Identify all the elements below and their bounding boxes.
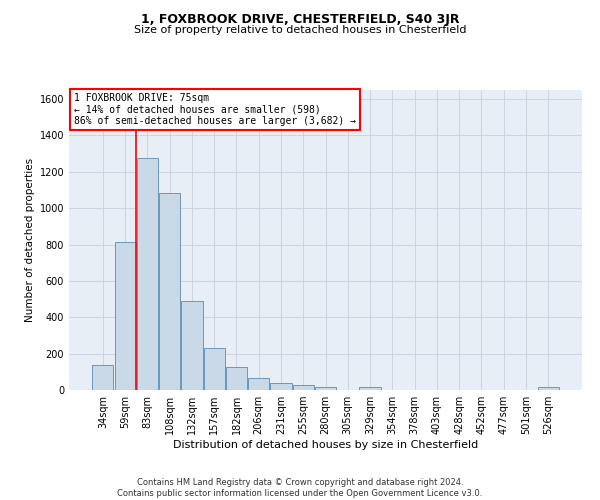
Text: Size of property relative to detached houses in Chesterfield: Size of property relative to detached ho…	[134, 25, 466, 35]
Text: 1, FOXBROOK DRIVE, CHESTERFIELD, S40 3JR: 1, FOXBROOK DRIVE, CHESTERFIELD, S40 3JR	[141, 12, 459, 26]
Bar	[115, 242, 136, 390]
Bar	[137, 158, 158, 390]
Bar	[181, 301, 203, 390]
Bar	[315, 387, 336, 390]
Bar	[538, 388, 559, 390]
Bar	[271, 382, 292, 390]
Text: Contains HM Land Registry data © Crown copyright and database right 2024.
Contai: Contains HM Land Registry data © Crown c…	[118, 478, 482, 498]
Bar	[159, 192, 180, 390]
Bar	[359, 388, 380, 390]
Text: 1 FOXBROOK DRIVE: 75sqm
← 14% of detached houses are smaller (598)
86% of semi-d: 1 FOXBROOK DRIVE: 75sqm ← 14% of detache…	[74, 93, 356, 126]
Bar	[203, 348, 225, 390]
X-axis label: Distribution of detached houses by size in Chesterfield: Distribution of detached houses by size …	[173, 440, 478, 450]
Bar	[226, 367, 247, 390]
Bar	[248, 378, 269, 390]
Bar	[92, 364, 113, 390]
Y-axis label: Number of detached properties: Number of detached properties	[25, 158, 35, 322]
Bar	[293, 385, 314, 390]
